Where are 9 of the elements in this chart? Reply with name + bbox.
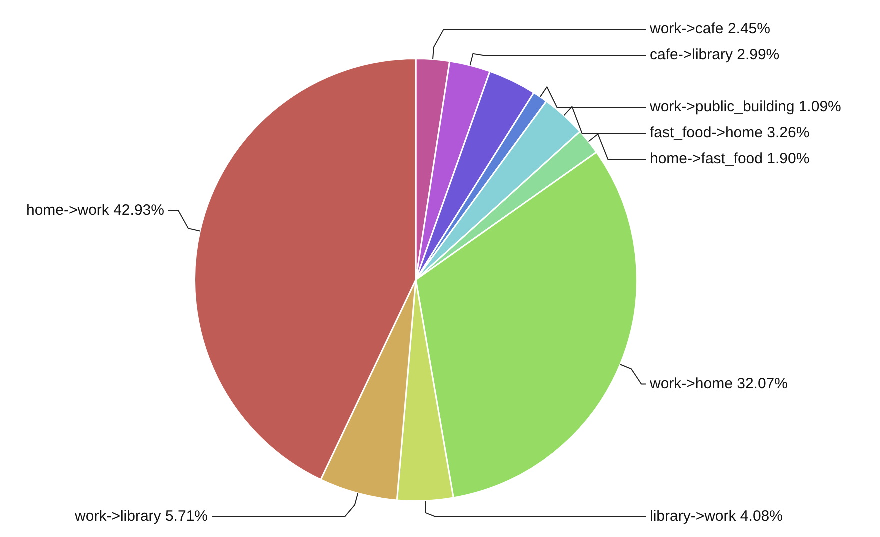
- slice-label: work->library 5.71%: [74, 508, 208, 526]
- slice-label: work->home 32.07%: [649, 375, 788, 392]
- slice-label: cafe->library 2.99%: [650, 46, 780, 64]
- slice-label: home->fast_food 1.90%: [650, 150, 810, 168]
- slice-label: work->cafe 2.45%: [649, 20, 770, 38]
- slice-label: home->work 42.93%: [26, 202, 164, 219]
- slice-label: fast_food->home 3.26%: [650, 124, 810, 142]
- slice-label: library->work 4.08%: [650, 508, 783, 526]
- slice-label: work->public_building 1.09%: [649, 98, 842, 116]
